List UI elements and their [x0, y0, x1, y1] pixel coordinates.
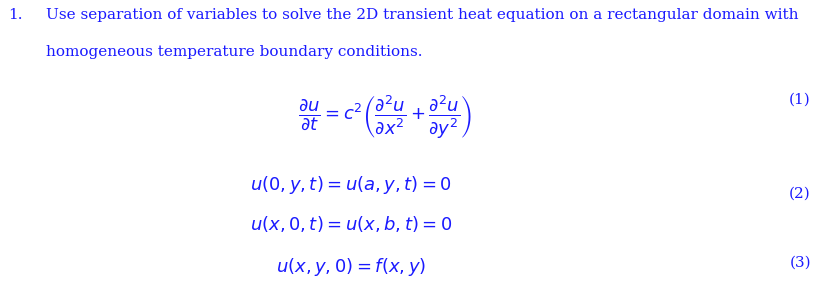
Text: homogeneous temperature boundary conditions.: homogeneous temperature boundary conditi…: [46, 45, 422, 59]
Text: (1): (1): [789, 93, 811, 107]
Text: $\dfrac{\partial u}{\partial t} = c^2 \left(\dfrac{\partial^2 u}{\partial x^2} +: $\dfrac{\partial u}{\partial t} = c^2 \l…: [298, 93, 472, 140]
Text: Use separation of variables to solve the 2D transient heat equation on a rectang: Use separation of variables to solve the…: [46, 8, 798, 22]
Text: (3): (3): [789, 256, 811, 270]
Text: (2): (2): [789, 187, 811, 201]
Text: $u(x, y, 0) = f(x, y)$: $u(x, y, 0) = f(x, y)$: [276, 256, 426, 278]
Text: 1.: 1.: [8, 8, 23, 22]
Text: $u(x, 0, t) = u(x, b, t) = 0$: $u(x, 0, t) = u(x, b, t) = 0$: [250, 214, 452, 234]
Text: $u(0, y, t) = u(a, y, t) = 0$: $u(0, y, t) = u(a, y, t) = 0$: [250, 174, 452, 196]
